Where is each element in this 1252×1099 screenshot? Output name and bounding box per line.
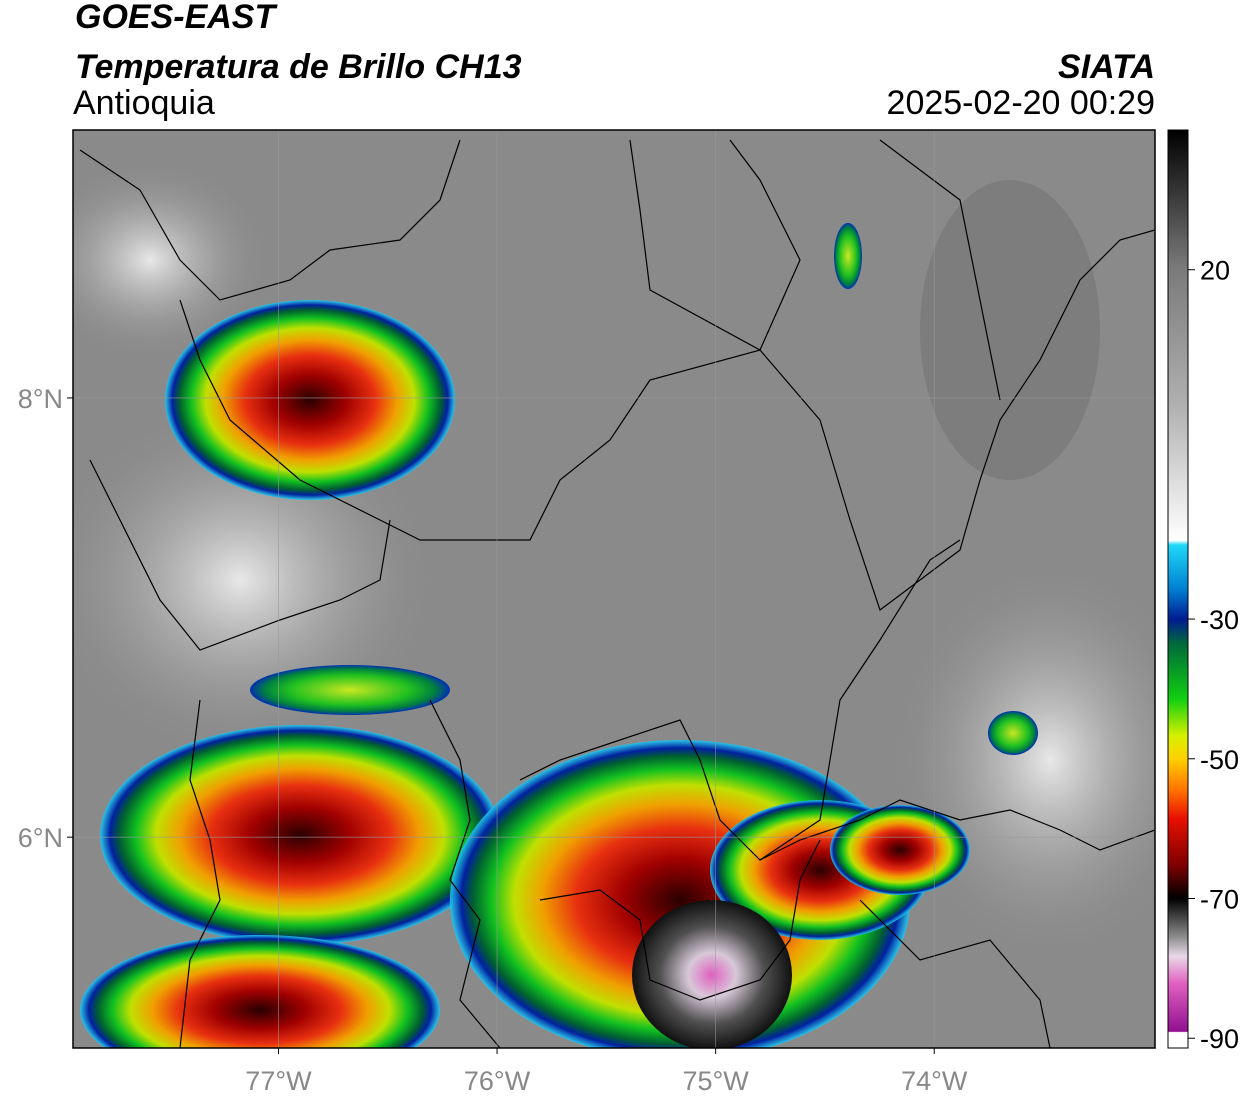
colorbar — [1167, 129, 1189, 1049]
colorbar-tick-label: -70 — [1200, 884, 1239, 914]
x-tick-label: 74°W — [901, 1066, 968, 1096]
subtitle: Temperatura de Brillo CH13 — [75, 48, 522, 86]
colorbar-tick-label: -50 — [1200, 745, 1239, 775]
title: GOES-EAST — [75, 0, 278, 36]
x-tick-label: 76°W — [464, 1066, 531, 1096]
satellite-image — [73, 130, 1155, 1048]
colorbar-tick-label: 20 — [1200, 256, 1230, 286]
datetime: 2025-02-20 00:29 — [887, 84, 1155, 122]
y-tick-label: 8°N — [18, 384, 63, 414]
source: SIATA — [1058, 48, 1155, 86]
map-frame — [72, 129, 1156, 1049]
colorbar-tick-label: -90 — [1200, 1024, 1239, 1054]
x-tick-label: 77°W — [245, 1066, 312, 1096]
y-tick-label: 6°N — [18, 823, 63, 853]
x-tick-label: 75°W — [682, 1066, 749, 1096]
region: Antioquia — [73, 84, 215, 122]
colorbar-tick-label: -30 — [1200, 605, 1239, 635]
